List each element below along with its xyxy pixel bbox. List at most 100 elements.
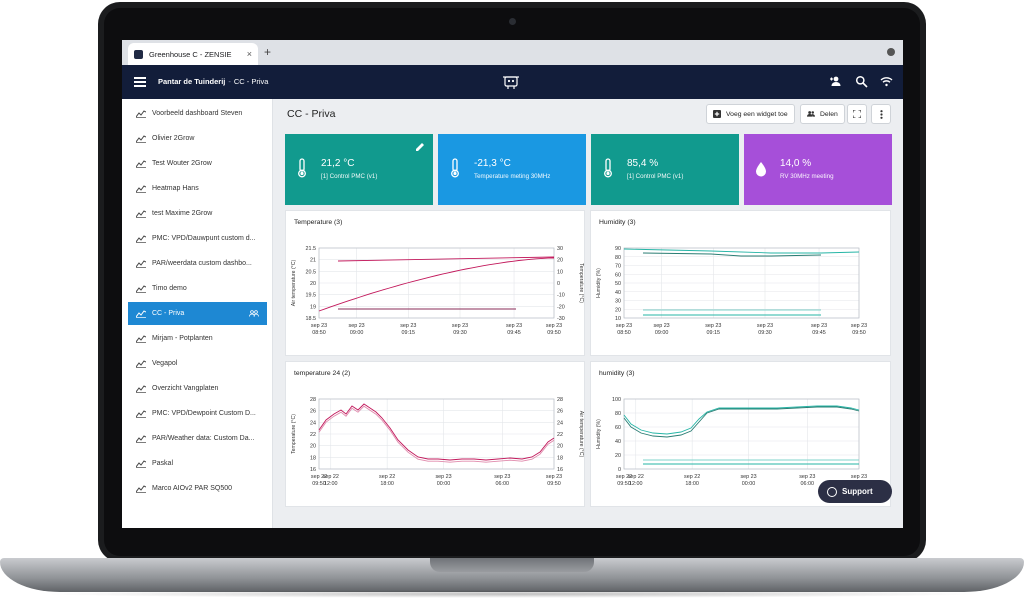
sidebar-item[interactable]: PMC: VPD/Dewpoint Custom D... (128, 402, 267, 425)
y-tick-label: 0 (618, 467, 621, 473)
stat-label: [1] Control PMC (v1) (321, 173, 378, 180)
x-tick-label: sep 22 (684, 474, 700, 480)
x-tick-label: sep 22 (379, 474, 395, 480)
sidebar-item-label: PMC: VPD/Dauwpunt custom d... (152, 235, 256, 242)
stat-card[interactable]: -21,3 °C Temperature meting 30MHz (438, 134, 586, 205)
line-chart-icon (136, 384, 146, 393)
y-tick-label: 40 (615, 290, 621, 296)
y-right-tick-label: 30 (557, 246, 563, 252)
line-chart-icon (136, 234, 146, 243)
stat-card[interactable]: 14,0 % RV 30MHz meeting (744, 134, 892, 205)
x-tick-label: 09:50 (617, 481, 631, 487)
line-chart-icon (136, 259, 146, 268)
x-tick-label: 09:50 (547, 330, 561, 336)
more-vert-icon (879, 109, 883, 119)
x-tick-label: sep 22 (628, 474, 644, 480)
support-button[interactable]: Support (818, 480, 892, 503)
stat-value: 21,2 °C (321, 158, 355, 169)
hamburger-menu-icon[interactable] (134, 77, 146, 87)
sidebar-item[interactable]: Timo demo (128, 277, 267, 300)
new-tab-button[interactable]: + (264, 45, 272, 59)
sidebar-item[interactable]: test Maxime 2Grow (128, 202, 267, 225)
more-options-button[interactable] (871, 104, 891, 124)
y-tick-label: 60 (615, 272, 621, 278)
add-widget-button[interactable]: Voeg een widget toe (706, 104, 795, 124)
stat-label: Temperature meting 30MHz (474, 173, 551, 180)
y-tick-label: 10 (615, 316, 621, 322)
plot-frame (623, 247, 860, 319)
x-tick-label: 09:30 (758, 330, 772, 336)
wifi-icon[interactable] (880, 75, 893, 88)
sidebar-item[interactable]: Paskal (128, 452, 267, 475)
x-tick-label: sep 23 (311, 323, 327, 329)
stat-card[interactable]: 21,2 °C [1] Control PMC (v1) (285, 134, 433, 205)
support-label: Support (842, 487, 873, 496)
x-tick-label: sep 23 (851, 474, 867, 480)
breadcrumb-org[interactable]: Pantar de Tuinderij (158, 77, 226, 86)
stat-card[interactable]: 85,4 % [1] Control PMC (v1) (591, 134, 739, 205)
x-tick-label: sep 23 (851, 323, 867, 329)
x-tick-label: 09:50 (547, 481, 561, 487)
add-user-icon[interactable] (830, 75, 843, 88)
breadcrumb-dashboard: CC - Priva (233, 77, 269, 86)
sidebar-item[interactable]: PMC: VPD/Dauwpunt custom d... (128, 227, 267, 250)
x-tick-label: sep 22 (616, 474, 632, 480)
sidebar-item[interactable]: Heatmap Hans (128, 177, 267, 200)
chart-panel-temperature-3: Temperature (3) 21.5 21 20.5 20 19.5 19 18.5 30… (285, 210, 585, 356)
laptop-notch (430, 558, 594, 572)
x-tick-label: 12:00 (324, 481, 338, 487)
x-tick-label: 09:00 (655, 330, 669, 336)
chat-bubble-icon (827, 486, 837, 497)
x-tick-label: sep 23 (799, 474, 815, 480)
sidebar-item[interactable]: PAR/weerdata custom dashbo... (128, 252, 267, 275)
y-right-tick-label: 28 (557, 397, 563, 403)
tab-title: Greenhouse C - ZENSIE (149, 49, 232, 59)
sidebar-item[interactable]: Vegapol (128, 352, 267, 375)
close-icon[interactable]: × (246, 49, 252, 59)
series-line (318, 257, 555, 312)
share-button[interactable]: Delen (800, 104, 845, 124)
sidebar-item-label: Voorbeeld dashboard Steven (152, 110, 243, 117)
sidebar-item-label: Marco AIOv2 PAR SQ500 (152, 485, 233, 492)
fullscreen-button[interactable] (847, 104, 867, 124)
sidebar-item[interactable]: Voorbeeld dashboard Steven (128, 102, 267, 125)
sidebar-item-label: PMC: VPD/Dewpoint Custom D... (152, 410, 256, 417)
sidebar-item[interactable]: Olivier 2Grow (128, 127, 267, 150)
y-right-tick-label: 24 (557, 420, 563, 426)
add-box-icon (713, 110, 721, 118)
x-tick-label: sep 22 (323, 474, 339, 480)
screen: Greenhouse C - ZENSIE × + Pantar de Tuin… (122, 40, 903, 528)
x-tick-label: sep 23 (400, 323, 416, 329)
sidebar-item-label: PAR/Weather data: Custom Da... (152, 435, 255, 442)
x-tick-label: 09:45 (812, 330, 826, 336)
line-chart-icon (136, 284, 146, 293)
y-tick-label: 19 (310, 304, 316, 310)
y-right-tick-label: -20 (557, 304, 565, 310)
line-chart-icon (136, 209, 146, 218)
sidebar-item[interactable]: Test Wouter 2Grow (128, 152, 267, 175)
line-chart-icon (136, 484, 146, 493)
sidebar-item[interactable]: CC - Priva (128, 302, 267, 325)
sidebar-item-label: Vegapol (152, 360, 178, 367)
sidebar-item[interactable]: PAR/Weather data: Custom Da... (128, 427, 267, 450)
y-tick-label: 80 (615, 411, 621, 417)
camera-icon (509, 18, 516, 25)
y-right-tick-label: -30 (557, 316, 565, 322)
sidebar-item-label: PAR/weerdata custom dashbo... (152, 260, 252, 267)
browser-tab[interactable]: Greenhouse C - ZENSIE × (128, 43, 258, 65)
line-chart-icon (136, 159, 146, 168)
y-tick-label: 18.5 (306, 316, 317, 322)
edit-pencil-icon[interactable] (416, 142, 425, 151)
sidebar-item[interactable]: Overzicht Vangplaten (128, 377, 267, 400)
x-tick-label: sep 23 (616, 323, 632, 329)
search-icon[interactable] (855, 75, 868, 88)
sidebar-item[interactable]: Marco AIOv2 PAR SQ500 (128, 477, 267, 500)
browser-profile-icon[interactable] (887, 48, 895, 56)
sidebar-item[interactable]: Mirjam - Potplanten (128, 327, 267, 350)
thermometer-icon (604, 158, 612, 178)
line-chart-icon (136, 409, 146, 418)
y-tick-label: 50 (615, 281, 621, 287)
x-tick-label: 18:00 (380, 481, 394, 487)
x-tick-label: sep 23 (811, 323, 827, 329)
x-tick-label: sep 23 (740, 474, 756, 480)
